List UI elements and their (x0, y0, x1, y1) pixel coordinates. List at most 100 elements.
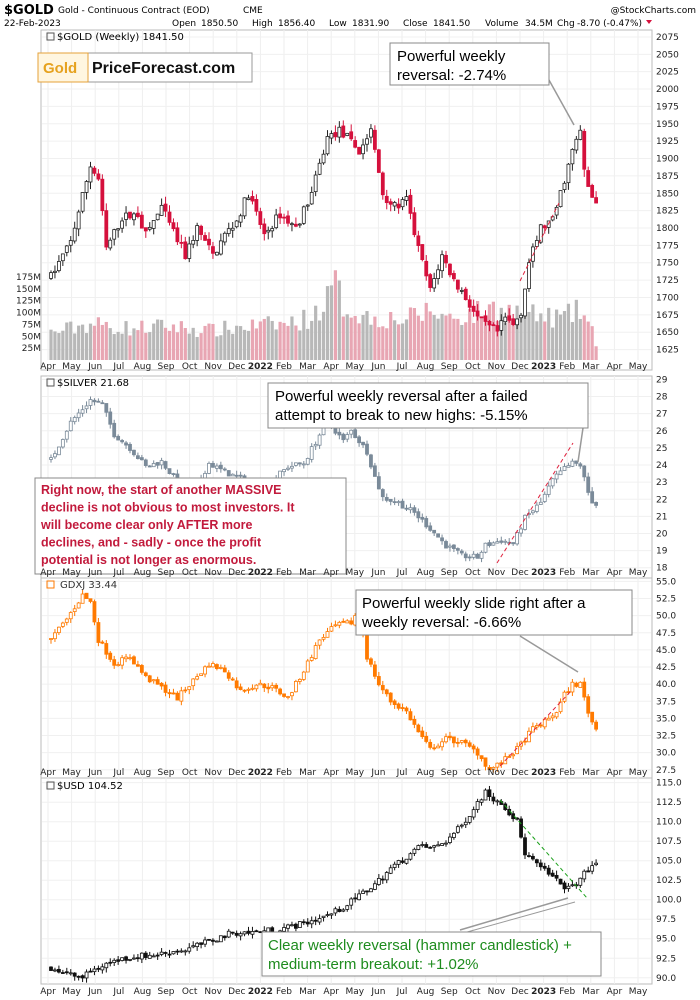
candle-body (108, 411, 113, 425)
x-axis-label: Dec (228, 362, 245, 372)
y-tick-label: 1675 (656, 311, 679, 321)
logo-gold-text: Gold (43, 60, 77, 77)
candle-body (538, 724, 543, 727)
x-axis-label: Oct (465, 362, 481, 372)
x-axis-label: Nov (488, 987, 506, 997)
usd-title: $USD 104.52 (57, 781, 123, 792)
usd-panel-title: $USD 104.52 (46, 781, 123, 792)
volume-bar (163, 327, 168, 360)
candle-body (594, 721, 598, 730)
candle-body (297, 462, 302, 465)
candle-body (175, 692, 180, 701)
candle-body (60, 622, 65, 627)
high-value: 1856.40 (278, 19, 315, 29)
x-axis-label: Sep (158, 768, 175, 778)
x-axis-label: Jun (87, 768, 102, 778)
volume-bar (428, 311, 432, 360)
candle-body (376, 149, 381, 173)
candle-body (183, 241, 188, 260)
candles-layer (49, 120, 598, 983)
candle-body (337, 126, 342, 138)
candle-body (566, 163, 571, 184)
candle-body (349, 131, 354, 140)
candle-body (226, 672, 231, 679)
x-axis-label: Mar (582, 362, 599, 372)
candle-body (258, 931, 263, 934)
y-tick-label: 45.0 (656, 646, 676, 656)
x-axis-label: Jul (112, 768, 124, 778)
volume-bar (258, 321, 262, 360)
y-tick-label: 1900 (656, 155, 679, 165)
candle-body (64, 618, 69, 623)
candle-body (147, 954, 152, 959)
x-axis-label: Dec (511, 987, 528, 997)
volume-bar (278, 321, 282, 360)
candle-body (88, 970, 93, 973)
candle-body (124, 442, 128, 446)
candle-body (124, 212, 128, 220)
candle-body (207, 462, 211, 474)
volume-bar (424, 302, 428, 360)
candle-body (84, 592, 89, 599)
volume-bar (104, 321, 108, 360)
candle-body (207, 238, 211, 246)
candle-body (515, 817, 519, 820)
volume-bar (286, 325, 290, 360)
warning-note: Right now, the start of another MASSIVE … (34, 477, 347, 575)
x-axis-label: Jun (370, 568, 385, 578)
candle-body (183, 950, 188, 953)
y-tick-label: 27.5 (656, 766, 676, 776)
candle-body (582, 130, 587, 170)
x-axis-label: Feb (276, 987, 292, 997)
volume-bar (507, 304, 511, 360)
candle-body (191, 240, 196, 245)
candle-body (108, 239, 113, 249)
usd-callout: Clear weekly reversal (hammer candlestic… (261, 931, 602, 977)
candle-body (57, 446, 61, 456)
candle-body (191, 945, 196, 948)
x-axis-label: Dec (511, 362, 528, 372)
candle-body (282, 216, 286, 219)
candle-body (230, 931, 235, 934)
candle-body (451, 736, 456, 744)
x-axis-label: Sep (158, 568, 175, 578)
x-axis-label: Jun (370, 362, 385, 372)
candle-body (286, 924, 290, 929)
candle-body (388, 867, 393, 874)
x-axis-label: Apr (40, 568, 56, 578)
candle-body (234, 932, 239, 936)
candle-body (135, 957, 140, 960)
candle-body (594, 501, 598, 506)
x-axis-label: Nov (204, 362, 222, 372)
candle-body (104, 403, 109, 413)
candle-body (416, 845, 421, 850)
candle-body (290, 465, 294, 469)
candle-body (305, 458, 310, 465)
candle-body (495, 800, 500, 803)
candle-body (570, 149, 575, 165)
x-axis-labels: Apr Apr Apr Apr May May May May Jun Jun Jun Jun Jul J… (40, 362, 648, 997)
x-axis-label: Jun (370, 768, 385, 778)
candle-body (424, 518, 429, 528)
x-axis-label: Jun (87, 568, 102, 578)
x-axis-label: Feb (276, 568, 292, 578)
candle-body (523, 837, 527, 856)
y-tick-label: 95.0 (656, 935, 676, 945)
x-axis-label: Apr (323, 987, 339, 997)
silver-title: $SILVER 21.68 (57, 378, 129, 389)
candle-body (428, 846, 433, 849)
x-axis-label: Mar (299, 568, 316, 578)
candle-body (128, 959, 132, 961)
candle-body (246, 688, 251, 691)
candle-body (179, 950, 184, 953)
logo-gold-box (37, 52, 89, 83)
y-tick-label: 2000 (656, 85, 679, 95)
candle-body (76, 412, 81, 419)
volume-bar (274, 329, 278, 360)
candle-body (80, 409, 85, 414)
x-axis-label: Apr (607, 568, 623, 578)
x-axis-label: Mar (582, 987, 599, 997)
x-axis-label: Feb (559, 362, 575, 372)
candle-body (238, 474, 243, 477)
candle-body (345, 620, 350, 624)
